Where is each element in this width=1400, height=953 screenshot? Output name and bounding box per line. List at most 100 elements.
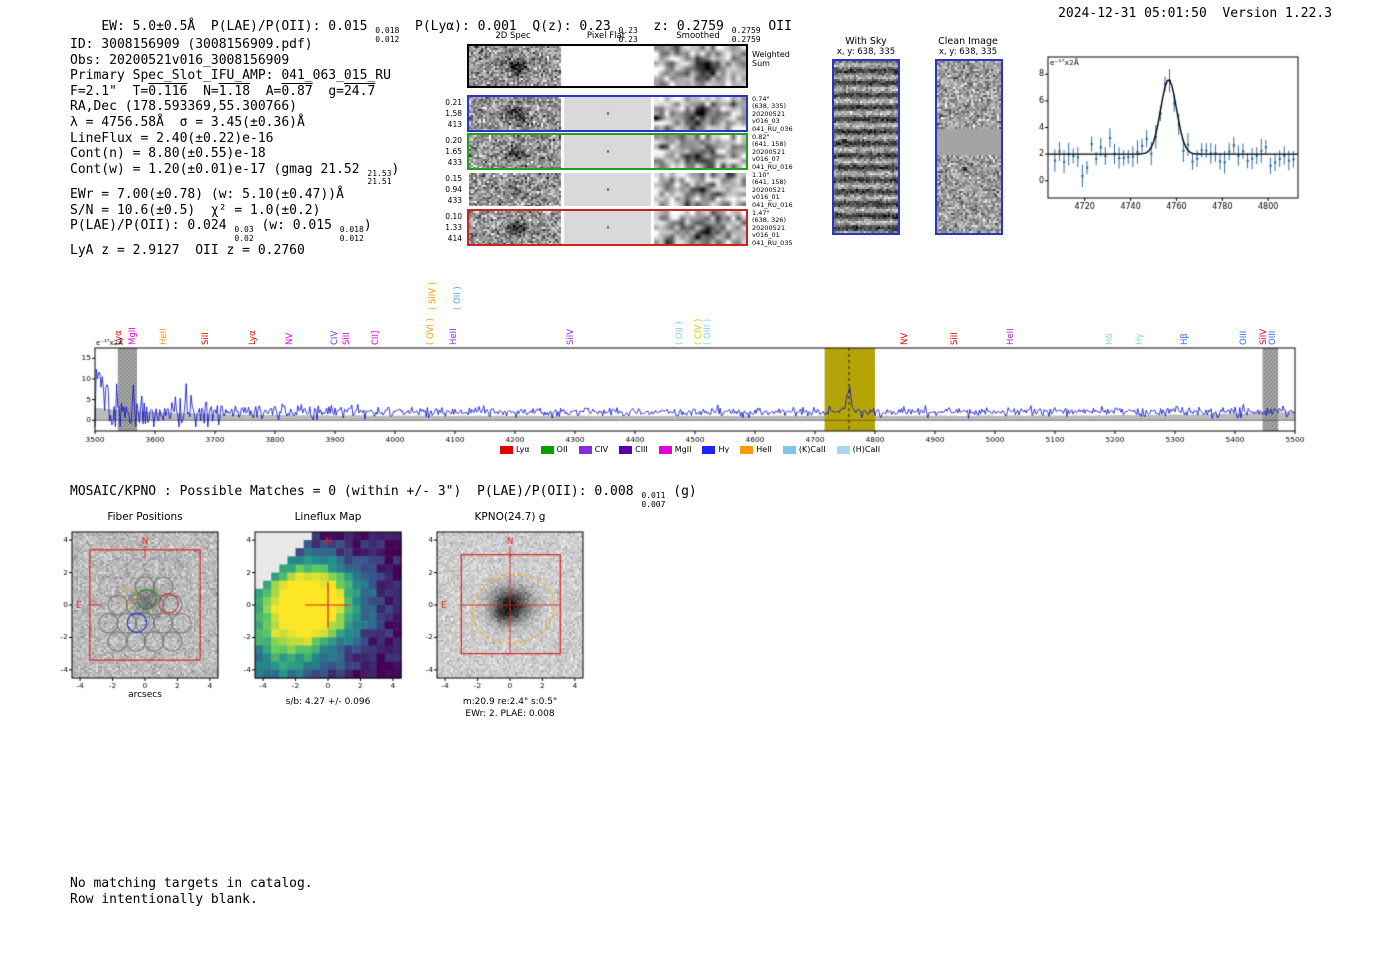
strip-weight-value: 1.33 — [445, 223, 462, 232]
kpno-cutout-plot — [413, 524, 591, 696]
header-z: z: 0.2759 — [637, 19, 732, 34]
with-sky-title: With Sky — [845, 36, 887, 47]
mosaic-match-line: MOSAIC/KPNO : Possible Matches = 0 (with… — [70, 484, 697, 509]
header-ew-plae: EW: 5.0±0.5Å P(LAE)/P(OII): 0.015 — [101, 19, 376, 34]
plae-stack-1: 0.03 0.02 — [234, 226, 253, 243]
timestamp-version: 2024-12-31 05:01:50 Version 1.22.3 — [1058, 6, 1332, 21]
seeing-g-value: 24.7 — [343, 83, 376, 99]
fiber-strip-row-4 — [467, 209, 748, 246]
fiber-positions-title: Fiber Positions — [107, 511, 183, 523]
header-classification: OII — [760, 19, 792, 34]
fiber-strip-row-2 — [467, 133, 748, 170]
info-lambda-sigma: λ = 4756.58Å σ = 3.45(±0.36)Å — [70, 114, 305, 130]
fiber-positions-xlabel: arcsecs — [128, 690, 162, 700]
seeing-g-label: g= — [328, 83, 344, 99]
spectrum-legend: Lyα OII CIV CIII MgII Hγ HeII (K)CaII (H)CaII — [70, 445, 1310, 454]
full-spectrum-plot — [70, 338, 1310, 450]
seeing-a-value: 0.87 — [281, 83, 313, 99]
info-radec: RA,Dec (178.593369,55.300766) — [70, 99, 297, 115]
strip-annotation-line: 0.74" — [752, 95, 770, 103]
strip-annotation-line: (638, 326) — [752, 216, 787, 225]
strip-annotation-line: 041_RU_035 — [752, 238, 793, 247]
spectral-line-label: ( SiIV ) — [428, 281, 439, 310]
info-z-solutions: LyA z = 2.9127 OII z = 0.2760 — [70, 243, 305, 259]
summary-header: EW: 5.0±0.5Å P(LAE)/P(OII): 0.015 0.018 0… — [70, 4, 792, 59]
legend-swatch — [619, 445, 633, 454]
strip-annotation-line: 041_RU_016 — [752, 162, 793, 171]
strip-annotation-line: (638, 335) — [752, 102, 787, 111]
info-lineflux: LineFlux = 2.40(±0.22)e-16 — [70, 130, 274, 146]
legend-swatch — [658, 445, 672, 454]
z-lower: 0.2759 — [731, 34, 761, 44]
plae-text-mid: (w: 0.015 — [253, 218, 340, 234]
with-sky-frame — [832, 59, 900, 235]
mosaic-uncertainty-stack: 0.011 0.007 — [641, 491, 666, 509]
with-sky-image — [834, 61, 898, 233]
lineflux-map-plot — [231, 524, 409, 696]
fiber-strip-weights-3: 0.15 0.94 433 — [440, 173, 462, 206]
kpno-cutout-title: KPNO(24.7) g — [474, 511, 546, 523]
detection-info-block: ID: 3008156909 (3008156909.pdf) Obs: 202… — [70, 37, 399, 259]
strip-annotation-line: 1.10" — [752, 171, 770, 179]
strip-weight-value: 414 — [447, 234, 462, 243]
legend-item: Lyα — [499, 445, 530, 454]
lineflux-map-title: Lineflux Map — [294, 511, 362, 523]
cont-w-close: ) — [391, 161, 400, 177]
legend-label: OII — [556, 445, 568, 454]
info-sn-chi2: S/N = 10.6(±0.5) χ² = 1.0(±0.2) — [70, 202, 321, 218]
fiber-strip-weights-1: 0.21 1.58 413 — [440, 97, 462, 130]
fiber-2d-image-4 — [469, 211, 746, 244]
plae1-lower: 0.02 — [234, 233, 254, 243]
strip-weight-value: 1.58 — [445, 109, 462, 118]
strip-weight-value: 413 — [447, 120, 462, 129]
seeing-n-value: 1.18 — [218, 83, 251, 99]
plae2-upper: 0.018 — [339, 225, 364, 235]
fiber-strip-annotation-4: 1.47" (638, 326) 20200521 v016_01 041_RU_035 — [752, 209, 812, 247]
info-primary: Primary Spec_Slot_IFU_AMP: 041_063_015_R… — [70, 68, 391, 84]
footer-notes: No matching targets in catalog. Row inte… — [70, 876, 313, 907]
fiber-strip-annotation-2: 0.82" (641, 158) 20200521 v016_07 041_RU_016 — [752, 133, 812, 171]
strip-annotation-line: 20200521 — [752, 109, 786, 118]
spacer — [250, 84, 266, 99]
info-plae-poii: P(LAE)/P(OII): 0.024 0.03 0.02 (w: 0.015 … — [70, 218, 399, 243]
plae-upper: 0.018 — [375, 26, 400, 35]
strip-weight-value: 433 — [447, 158, 462, 167]
qz-upper: 0.23 — [618, 26, 638, 35]
z-uncertainty-stack: 0.2759 0.2759 — [731, 26, 761, 44]
strip-weight-value: 0.20 — [445, 136, 462, 145]
with-sky-coords: x, y: 638, 335 — [836, 47, 896, 57]
legend-label: HeII — [756, 445, 772, 454]
strip-annotation-line: 20200521 — [752, 223, 786, 232]
spectral-line-label: ( OII ) — [453, 286, 464, 310]
strip-weight-value: 433 — [447, 196, 462, 205]
gmag-lower: 21.51 — [367, 177, 392, 187]
strip-weight-value: 0.21 — [445, 98, 462, 107]
fiber-strip-weights-4: 0.10 1.33 414 — [440, 211, 462, 244]
fiber-strip-annotation-3: 1.10" (641, 158) 20200521 v016_01 041_RU_016 — [752, 171, 812, 209]
legend-label: MgII — [674, 445, 692, 454]
strip-annotation-line: 1.47" — [752, 209, 770, 217]
strip-weight-value: 1.65 — [445, 147, 462, 156]
weighted-sum-label-line2: Sum — [752, 59, 770, 68]
strip-annotation-line: 041_RU_036 — [752, 124, 793, 133]
spacer — [187, 84, 203, 99]
info-cont-w: Cont(w) = 1.20(±0.01)e-17 (gmag 21.52 21… — [70, 162, 399, 187]
legend-item: (H)CaII — [836, 445, 881, 454]
clean-image — [937, 61, 1001, 233]
seeing-fwhm: F=2.1" — [70, 83, 133, 99]
legend-label: (H)CaII — [852, 445, 881, 454]
legend-swatch — [540, 445, 554, 454]
mosaic-lower: 0.007 — [641, 499, 666, 509]
clean-image-coords: x, y: 638, 335 — [938, 47, 998, 57]
weighted-sum-label: Weighted Sum — [752, 50, 790, 68]
strip-weight-value: 0.15 — [445, 174, 462, 183]
info-seeing: F=2.1" T=0.116 N=1.18 A=0.87 g=24.7 — [70, 84, 399, 100]
weighted-sum-2d-image — [469, 46, 746, 86]
line-fit-plot — [1030, 50, 1305, 222]
fiber-2d-image-1 — [469, 97, 746, 130]
strip-annotation-line: (641, 158) — [752, 140, 787, 149]
cont-w-text: Cont(w) = 1.20(±0.01)e-17 (gmag 21.52 — [70, 161, 368, 177]
z-upper: 0.2759 — [731, 26, 761, 35]
strip-annotation-line: 20200521 — [752, 185, 786, 194]
